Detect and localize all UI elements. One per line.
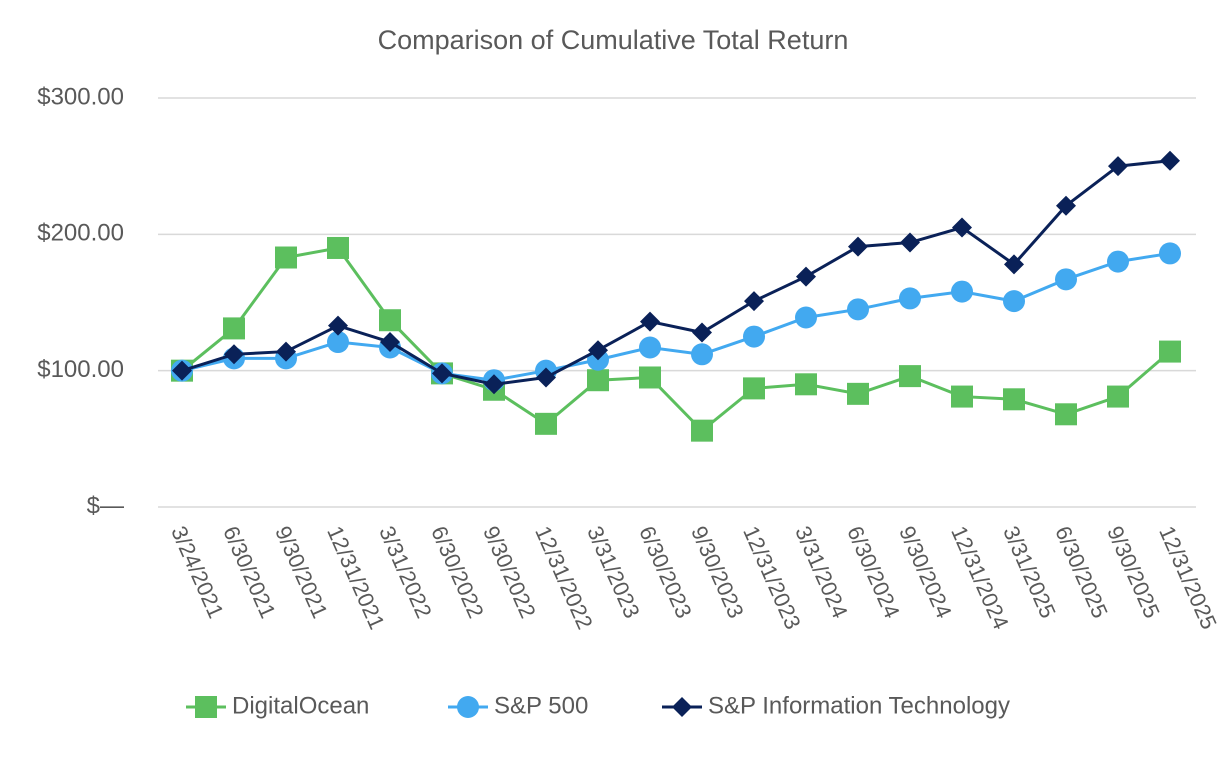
marker (900, 232, 920, 253)
marker (1107, 250, 1129, 273)
marker (744, 291, 764, 312)
marker (847, 298, 869, 321)
series (171, 236, 1181, 442)
marker (224, 344, 244, 365)
marker (1159, 242, 1181, 265)
marker (1160, 150, 1180, 171)
marker (1108, 156, 1128, 177)
marker (691, 343, 713, 366)
marker (795, 373, 817, 396)
marker (951, 385, 973, 408)
y-tick-label: $200.00 (37, 220, 124, 247)
series (172, 150, 1180, 395)
marker (588, 340, 608, 361)
legend-marker (195, 696, 217, 718)
y-tick-label: $— (87, 492, 124, 519)
marker (796, 266, 816, 287)
marker (1004, 254, 1024, 275)
marker (639, 366, 661, 389)
series (171, 242, 1181, 392)
marker (276, 341, 296, 362)
marker (899, 287, 921, 310)
marker (327, 236, 349, 259)
series-line (181, 159, 1171, 386)
y-tick-label: $100.00 (37, 356, 124, 383)
marker (275, 246, 297, 269)
legend-label: DigitalOcean (232, 692, 369, 719)
marker (328, 315, 348, 336)
marker (899, 365, 921, 388)
legend-label: S&P Information Technology (708, 692, 1010, 719)
marker (379, 309, 401, 332)
legend-marker (672, 697, 692, 717)
chart-title: Comparison of Cumulative Total Return (378, 25, 849, 55)
marker (743, 377, 765, 400)
marker (848, 236, 868, 257)
y-tick-label: $300.00 (37, 83, 124, 110)
series-line (181, 251, 1171, 382)
marker (1003, 388, 1025, 411)
marker (951, 280, 973, 303)
marker (380, 332, 400, 353)
marker (484, 374, 504, 395)
marker (952, 217, 972, 238)
marker (691, 419, 713, 442)
marker (172, 360, 192, 381)
marker (639, 336, 661, 359)
marker (327, 331, 349, 354)
x-tick-label: 3/24/2021 (166, 522, 229, 622)
x-tick-label: 12/31/2025 (1154, 522, 1222, 633)
marker (640, 311, 660, 332)
legend-marker (457, 696, 479, 718)
marker (223, 317, 245, 340)
marker (432, 363, 452, 384)
marker (692, 322, 712, 343)
marker (1055, 268, 1077, 291)
marker (795, 306, 817, 329)
marker (1107, 385, 1129, 408)
marker (1056, 195, 1076, 216)
marker (743, 325, 765, 348)
legend-label: S&P 500 (494, 692, 588, 719)
marker (1159, 340, 1181, 363)
marker (847, 382, 869, 405)
marker (535, 412, 557, 435)
marker (1003, 290, 1025, 313)
marker (587, 369, 609, 392)
marker (536, 367, 556, 388)
marker (1055, 403, 1077, 426)
